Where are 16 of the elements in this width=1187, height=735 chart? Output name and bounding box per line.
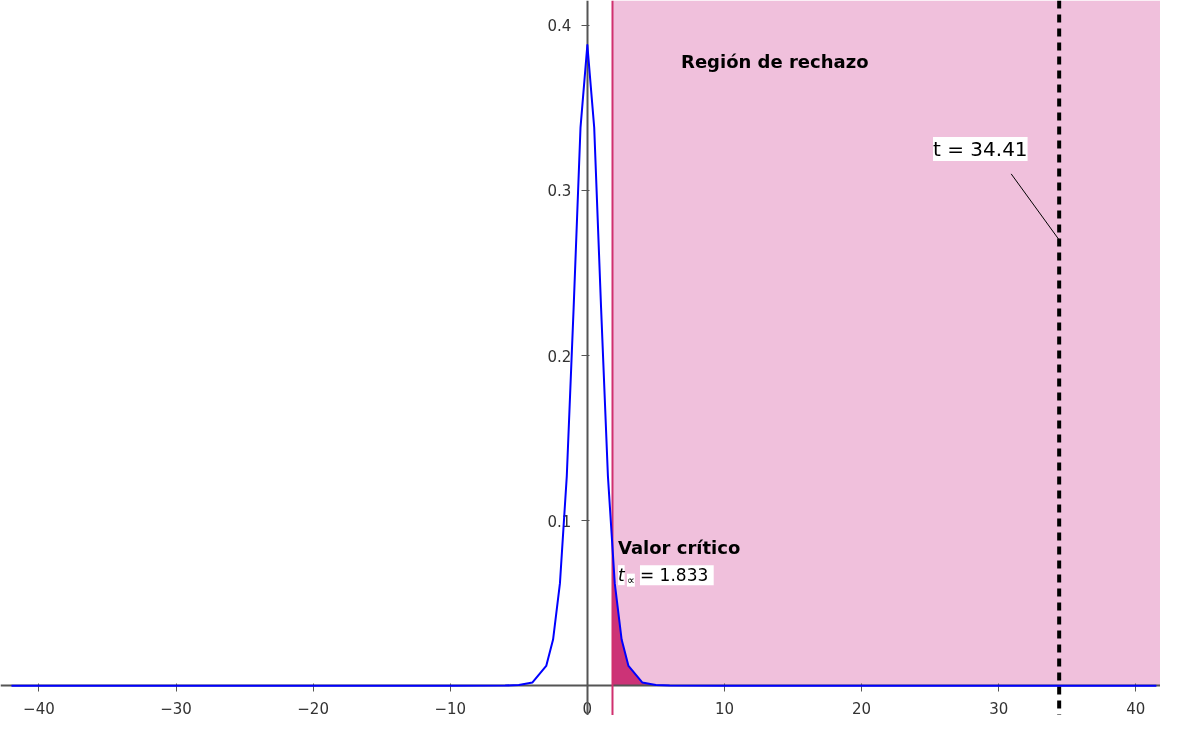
y-tick-label: 0.3 [547, 182, 572, 201]
annotation: t∝ = 1.833 [617, 565, 709, 587]
y-tick-label: 0.2 [547, 347, 572, 366]
x-tick-label: −40 [23, 699, 55, 718]
x-tick-label: −30 [160, 699, 192, 718]
annotation: Región de rechazo [681, 51, 869, 73]
x-tick-label: 20 [852, 699, 872, 718]
x-tick-label: −10 [434, 699, 467, 718]
x-tick-label: 40 [1126, 699, 1146, 718]
x-tick-label: 30 [989, 699, 1009, 718]
annotation: Valor crítico [617, 536, 741, 558]
ref-line-label: t = 34.41 [933, 137, 1028, 162]
x-tick-label: −20 [297, 699, 329, 718]
line-series [10, 44, 1158, 687]
y-tick-label: 0.4 [547, 17, 572, 36]
x-tick-label: 10 [714, 699, 735, 718]
